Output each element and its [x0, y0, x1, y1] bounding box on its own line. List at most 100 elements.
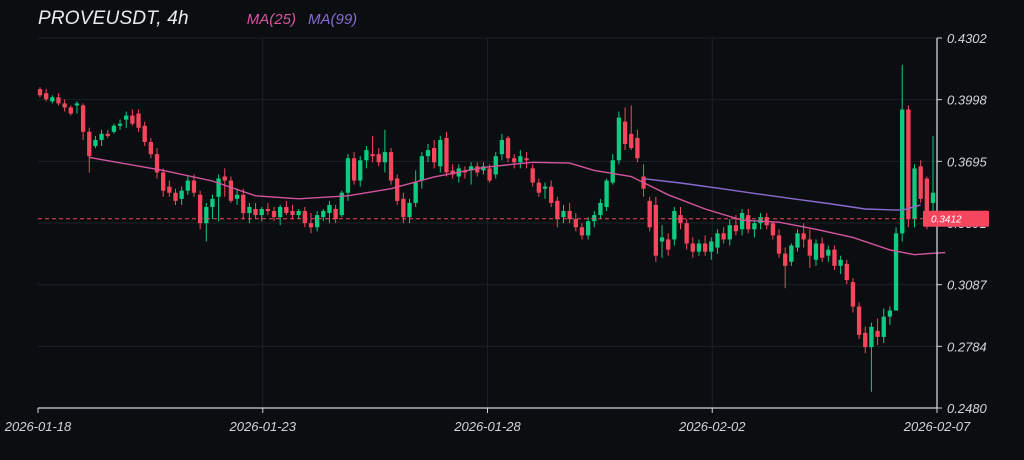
- candle: [241, 188, 246, 220]
- candle-body: [253, 208, 258, 216]
- candle-body: [629, 133, 634, 149]
- candle: [407, 198, 412, 224]
- candle-body: [290, 211, 295, 216]
- candle: [869, 322, 874, 392]
- candle: [887, 306, 893, 325]
- candle-body: [727, 225, 732, 240]
- candle: [204, 202, 209, 242]
- x-tick-label: 2026-01-23: [229, 419, 297, 434]
- candle-body: [869, 326, 874, 348]
- candle-body: [142, 125, 147, 142]
- candle: [690, 237, 695, 258]
- candle: [900, 64, 905, 242]
- candle-body: [850, 282, 856, 307]
- candle: [783, 247, 788, 289]
- x-axis-ticks: 2026-01-18 2026-01-23 2026-01-28 2026-02-02…: [4, 408, 971, 434]
- candle: [179, 186, 184, 205]
- candle: [795, 229, 800, 252]
- candle: [197, 190, 203, 230]
- candle: [216, 174, 221, 222]
- candle: [727, 219, 732, 246]
- candle-body: [93, 139, 98, 147]
- candle-body: [585, 221, 591, 236]
- candle-body: [284, 206, 289, 214]
- candle: [641, 164, 646, 197]
- y-tick-label: 0.3087: [947, 278, 988, 293]
- candle-body: [518, 156, 523, 163]
- candle: [475, 162, 480, 177]
- candle: [142, 121, 147, 147]
- candle: [505, 135, 511, 163]
- candle-body: [709, 241, 714, 252]
- moving-averages: [89, 156, 946, 256]
- candle: [893, 227, 899, 311]
- candle: [549, 180, 554, 207]
- candle: [696, 239, 702, 256]
- candle-body: [321, 211, 326, 218]
- candle: [185, 176, 190, 195]
- candle: [87, 127, 92, 173]
- legend-ma99: MA(99): [307, 11, 358, 28]
- candle: [918, 160, 923, 203]
- candle-body: [222, 176, 227, 181]
- candle-body: [74, 103, 80, 106]
- candle-body: [265, 208, 271, 212]
- candle: [807, 229, 812, 268]
- candle-body: [247, 206, 252, 214]
- candle: [425, 144, 431, 163]
- candle-body: [622, 121, 628, 145]
- candle-body: [733, 225, 739, 232]
- candle-body: [161, 172, 166, 191]
- candle: [395, 174, 400, 205]
- candle: [358, 156, 363, 187]
- candle: [481, 162, 486, 175]
- candle-body: [444, 137, 449, 173]
- x-tick-label: 2026-01-28: [453, 419, 521, 434]
- candle-body: [647, 200, 652, 228]
- candle-body: [770, 223, 776, 236]
- candle: [493, 152, 498, 179]
- candle-body: [130, 115, 135, 124]
- y-tick-label: 0.4302: [947, 31, 988, 46]
- candle: [585, 217, 591, 240]
- candle-body: [598, 202, 603, 216]
- candle-body: [228, 180, 234, 201]
- candle-body: [197, 194, 203, 224]
- candle-body: [358, 160, 363, 181]
- candle: [653, 196, 659, 262]
- candle-body: [616, 117, 622, 161]
- candle-body: [302, 211, 307, 224]
- candle: [684, 219, 689, 250]
- candle: [222, 168, 227, 197]
- candle: [468, 162, 474, 185]
- candle: [253, 202, 258, 220]
- candle: [62, 99, 67, 112]
- candle: [290, 204, 295, 220]
- candle: [321, 208, 326, 222]
- candle-body: [210, 198, 215, 207]
- candle-body: [875, 330, 880, 337]
- candle: [124, 111, 129, 128]
- candle: [838, 255, 843, 274]
- candle-body: [124, 115, 129, 120]
- candle: [173, 188, 178, 205]
- candle-body: [407, 202, 412, 218]
- candle: [875, 318, 880, 346]
- candle: [265, 202, 271, 216]
- candle: [610, 154, 615, 185]
- candle: [856, 302, 862, 339]
- candle: [702, 235, 708, 256]
- candle-body: [419, 156, 424, 181]
- candle: [462, 166, 468, 179]
- candle-body: [370, 154, 375, 157]
- candle-body: [487, 168, 492, 181]
- candle-body: [702, 243, 708, 252]
- candle-body: [536, 182, 542, 193]
- candle-body: [715, 233, 720, 248]
- candle: [721, 227, 726, 244]
- candle-body: [271, 211, 277, 218]
- candle: [789, 243, 794, 266]
- candle-body: [678, 215, 683, 224]
- candle-body: [425, 150, 431, 157]
- candle-body: [666, 239, 671, 250]
